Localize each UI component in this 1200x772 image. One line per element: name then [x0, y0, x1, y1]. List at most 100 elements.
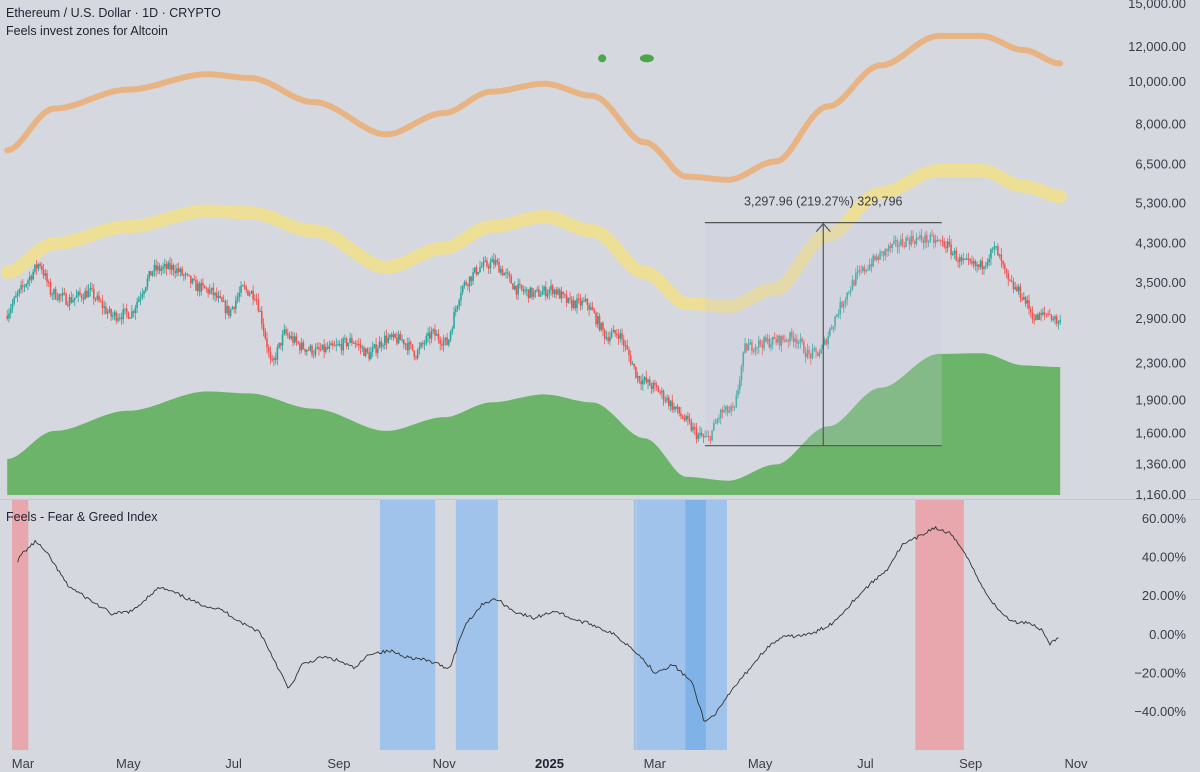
candle-body	[482, 261, 485, 267]
candle-body	[340, 344, 343, 351]
candle-body	[1052, 319, 1055, 321]
candle-body	[964, 258, 966, 260]
candle-body	[936, 240, 939, 242]
candle-body	[901, 239, 904, 246]
candle-body	[441, 344, 443, 346]
candle-body	[157, 265, 159, 271]
candle-body	[80, 294, 83, 299]
candle-body	[189, 275, 192, 284]
candle-body	[382, 345, 384, 347]
candle-body	[280, 342, 282, 346]
candle-body	[832, 326, 835, 329]
candle-body	[681, 416, 684, 419]
candle-body	[397, 334, 400, 344]
candle-body	[834, 316, 836, 327]
candle-body	[551, 285, 554, 295]
candle-body	[72, 299, 74, 303]
candle-body	[910, 235, 913, 245]
candle-body	[228, 306, 230, 316]
candle-body	[986, 262, 989, 266]
candle-body	[9, 308, 12, 314]
indicator-axis: −40.00% −20.00% 0.00% 20.00% 40.00% 60.00%	[1134, 511, 1186, 719]
candle-body	[756, 347, 758, 349]
candle-body	[787, 340, 790, 342]
candle-body	[848, 292, 850, 294]
candle-body	[998, 254, 1001, 256]
candle-body	[373, 344, 376, 348]
candle-body	[472, 272, 474, 282]
candle-body	[285, 329, 287, 334]
candle-body	[435, 333, 438, 336]
candle-body	[283, 329, 286, 335]
candle-body	[957, 260, 959, 262]
candle-body	[981, 260, 984, 269]
candle-body	[87, 289, 90, 298]
candle-body	[801, 338, 803, 342]
candle-body	[41, 265, 43, 270]
candle-body	[1028, 300, 1030, 309]
candle-body	[851, 280, 854, 291]
candle-body	[1040, 313, 1042, 315]
candle-body	[804, 353, 807, 358]
fear-zone	[455, 500, 498, 750]
candle-body	[269, 351, 272, 360]
candle-body	[321, 344, 324, 350]
candle-body	[465, 282, 467, 285]
candle-body	[58, 294, 60, 300]
candle-body	[174, 270, 177, 274]
candle-body	[870, 264, 873, 267]
candle-body	[209, 289, 211, 294]
candle-body	[453, 312, 455, 329]
candle-body	[411, 344, 414, 351]
candle-body	[312, 354, 315, 356]
candle-body	[489, 262, 492, 269]
candle-body	[205, 288, 208, 290]
time-tick-label: Sep	[327, 756, 350, 771]
candle-body	[60, 294, 62, 296]
candle-body	[917, 237, 919, 239]
candle-body	[674, 406, 677, 409]
candle-body	[368, 352, 370, 360]
candle-body	[44, 273, 47, 276]
candle-body	[288, 335, 291, 339]
candle-body	[868, 264, 871, 270]
candle-body	[799, 338, 802, 343]
candle-body	[889, 245, 892, 248]
candle-body	[842, 303, 845, 308]
time-tick-label: Mar	[12, 756, 35, 771]
candle-body	[356, 343, 358, 345]
candle-body	[891, 243, 894, 248]
candle-body	[714, 422, 717, 424]
candle-body	[15, 295, 17, 298]
candle-body	[590, 307, 592, 310]
candle-body	[841, 301, 843, 308]
candle-body	[965, 258, 968, 260]
candle-body	[621, 332, 623, 340]
candle-body	[749, 342, 751, 345]
candle-body	[266, 338, 268, 348]
candle-body	[162, 266, 164, 269]
candle-body	[496, 260, 499, 262]
candle-body	[63, 293, 66, 295]
candle-body	[962, 258, 965, 261]
candle-body	[183, 274, 185, 276]
candle-body	[18, 289, 21, 294]
candle-body	[245, 287, 248, 290]
upper-band	[4, 32, 1064, 183]
middle-band	[0, 163, 1067, 313]
candle-body	[920, 235, 923, 241]
candle-body	[545, 286, 547, 297]
candle-body	[158, 265, 161, 271]
candle-body	[226, 306, 228, 314]
candle-body	[110, 309, 112, 317]
candle-body	[881, 251, 883, 253]
candle-body	[666, 397, 668, 401]
candle-body	[704, 436, 706, 438]
candle-body	[747, 344, 750, 351]
candle-body	[567, 297, 570, 303]
candle-body	[1055, 316, 1058, 324]
candle-body	[231, 306, 234, 310]
time-tick-label: 2025	[535, 756, 564, 771]
candle-body	[344, 338, 346, 340]
candle-body	[818, 353, 821, 356]
